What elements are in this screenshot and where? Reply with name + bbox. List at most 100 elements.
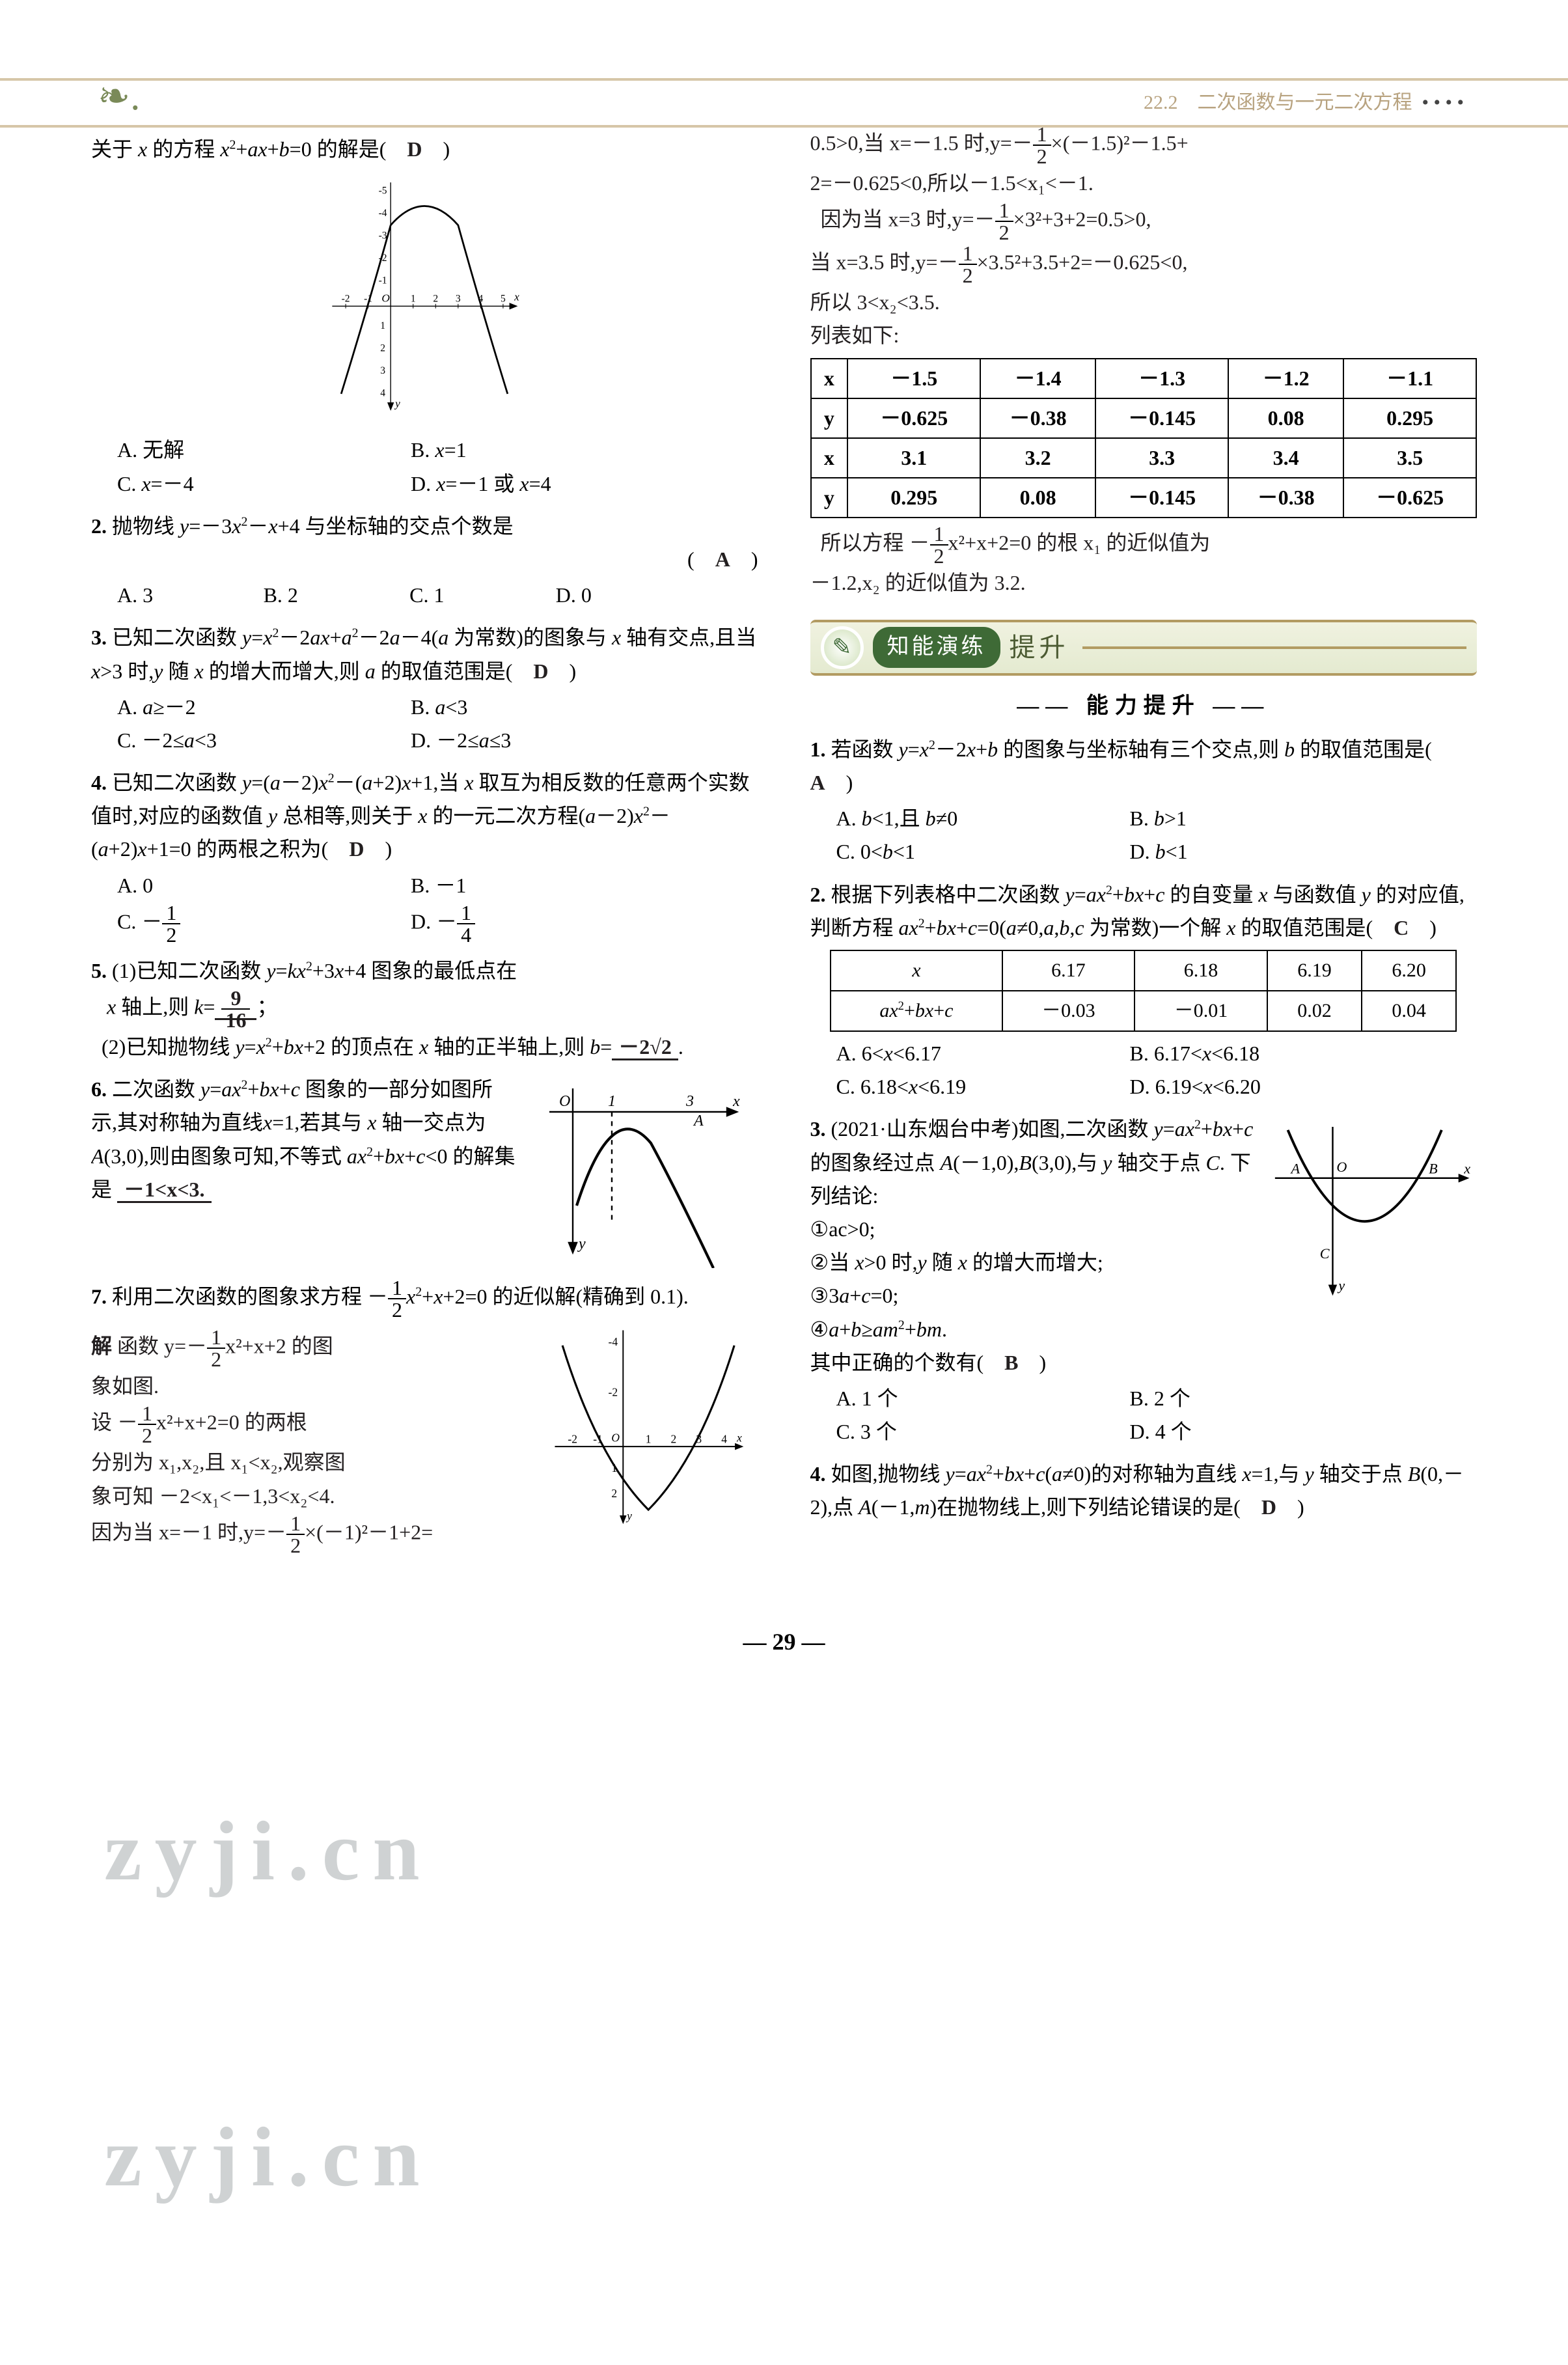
q4-opt-c: C. －12 — [117, 902, 406, 945]
r3-answer: B — [1004, 1351, 1018, 1374]
brush-icon: ✎ — [821, 626, 864, 669]
svg-text:3: 3 — [456, 294, 461, 305]
r3-b: B. 2 个 — [1130, 1382, 1418, 1415]
svg-text:y: y — [577, 1236, 586, 1252]
section-header: ✎ 知能演练 提升 — [810, 620, 1478, 676]
r2-a: A. 6<x<6.17 — [836, 1037, 1125, 1070]
svg-text:x: x — [514, 291, 519, 303]
svg-text:4: 4 — [380, 388, 385, 399]
svg-text:2: 2 — [433, 294, 439, 305]
q7-continuation: 0.5>0,当 x=－1.5 时,y=－12×(－1.5)²－1.5+ 2=－0… — [810, 124, 1478, 353]
question-1: 关于 x 的方程 x2+ax+b=0 的解是( D ) x y O -2 -1 1 2 3… — [91, 133, 758, 501]
q5b-answer: －2√2 — [612, 1035, 678, 1060]
svg-text:B: B — [1429, 1161, 1438, 1177]
right-column: 0.5>0,当 x=－1.5 时,y=－12×(－1.5)²－1.5+ 2=－0… — [810, 124, 1478, 1565]
left-column: 关于 x 的方程 x2+ax+b=0 的解是( D ) x y O -2 -1 1 2 3… — [91, 124, 758, 1565]
q6-answer: －1<x<3. — [117, 1178, 211, 1203]
svg-text:2: 2 — [670, 1432, 676, 1445]
q6-graph: x y O 1 3 A — [524, 1073, 758, 1268]
q3-opt-d: D. －2≤a≤3 — [411, 724, 699, 757]
question-4: 4. 已知二次函数 y=(a－2)x2－(a+2)x+1,当 x 取互为相反数的… — [91, 766, 758, 945]
question-3: 3. 已知二次函数 y=x2－2ax+a2－2a－4(a 为常数)的图象与 x … — [91, 621, 758, 757]
q4-opt-a: A. 0 — [117, 869, 406, 902]
r3-d: D. 4 个 — [1130, 1415, 1418, 1448]
svg-text:-2: -2 — [608, 1386, 618, 1399]
right-q3: AB CO xy 3. (2021·山东烟台中考)如图,二次函数 y=ax2+b… — [810, 1113, 1478, 1448]
page-footer: — 29 — — [0, 1624, 1568, 1661]
right-q4: 4. 如图,抛物线 y=ax2+bx+c(a≠0)的对称轴为直线 x=1,与 y… — [810, 1458, 1478, 1524]
section-badge: 知能演练 — [873, 627, 1000, 667]
q7-graph: -2-1 1234 12 -2-4 O xy — [543, 1320, 758, 1535]
chapter-title: 22.2 二次函数与一元二次方程 — [1144, 92, 1412, 113]
svg-text:1: 1 — [608, 1093, 616, 1110]
svg-text:-4: -4 — [608, 1335, 618, 1348]
q4-opt-d: D. －14 — [411, 902, 699, 945]
q3-opt-a: A. a≥－2 — [117, 691, 406, 724]
right-q2: 2. 根据下列表格中二次函数 y=ax2+bx+c 的自变量 x 与函数值 y … — [810, 878, 1478, 1104]
svg-text:-2: -2 — [342, 294, 350, 305]
q4-answer: D — [349, 837, 364, 861]
question-5: 5. (1)已知二次函数 y=kx2+3x+4 图象的最低点在 x 轴上,则 k… — [91, 954, 758, 1064]
svg-text:x: x — [732, 1093, 740, 1110]
r1-c: C. 0<b<1 — [836, 835, 1125, 868]
svg-text:O: O — [1336, 1159, 1347, 1175]
r4-answer: D — [1261, 1495, 1276, 1519]
svg-text:3: 3 — [380, 365, 385, 376]
chapter-header: 22.2 二次函数与一元二次方程 • • • • — [0, 78, 1568, 128]
svg-text:O: O — [382, 292, 391, 305]
q1-opt-c: C. x=－4 — [117, 467, 406, 501]
r1-a: A. b<1,且 b≠0 — [836, 802, 1125, 835]
r1-b: B. b>1 — [1130, 802, 1418, 835]
q1-answer: D — [407, 137, 422, 161]
svg-text:-1: -1 — [379, 275, 387, 286]
sub-heading: 能力提升 — [810, 689, 1478, 724]
q1-opt-a: A. 无解 — [117, 434, 406, 467]
svg-text:2: 2 — [611, 1487, 617, 1500]
svg-text:y: y — [394, 398, 400, 410]
svg-text:3: 3 — [685, 1093, 694, 1110]
r3-a: A. 1 个 — [836, 1382, 1125, 1415]
svg-text:x: x — [736, 1431, 741, 1445]
svg-text:5: 5 — [501, 294, 506, 305]
q4-opt-b: B. －1 — [411, 869, 699, 902]
r2-answer: C — [1394, 916, 1409, 939]
q7-conclusion: 所以方程 －12x²+x+2=0 的根 x₁ 的近似值为－1.2,x₂ 的近似值… — [810, 523, 1478, 600]
svg-text:4: 4 — [721, 1432, 727, 1445]
q2-opt-c: C. 1 — [409, 579, 551, 612]
svg-text:-4: -4 — [379, 208, 387, 219]
q1-opt-b: B. x=1 — [411, 434, 699, 467]
svg-text:x: x — [1463, 1161, 1470, 1177]
svg-text:y: y — [1337, 1277, 1345, 1293]
svg-text:-5: -5 — [379, 186, 387, 197]
q2-answer: A — [715, 547, 730, 571]
r2-b: B. 6.17<x<6.18 — [1130, 1037, 1418, 1070]
svg-text:O: O — [559, 1093, 570, 1110]
svg-text:A: A — [1289, 1161, 1300, 1177]
r2-c: C. 6.18<x<6.19 — [836, 1070, 1125, 1103]
q2-opt-a: A. 3 — [117, 579, 258, 612]
q7-table: x－1.5－1.4－1.3－1.2－1.1 y－0.625－0.38－0.145… — [810, 358, 1478, 519]
watermark: zyji.cn — [104, 1784, 433, 1919]
section-tail: 提升 — [1010, 627, 1069, 669]
watermark: zyji.cn — [104, 2090, 433, 2225]
r3-graph: A B C O x y — [1269, 1113, 1477, 1308]
r2-table: x6.176.186.196.20 ax2+bx+c－0.03－0.010.02… — [830, 950, 1457, 1032]
q3-opt-b: B. a<3 — [411, 691, 699, 724]
r1-answer: A — [810, 771, 825, 794]
r2-d: D. 6.19<x<6.20 — [1130, 1070, 1418, 1103]
question-6: xy O13 A 6. 二次函数 y=ax2+bx+c 图象的一部分如图所示,其… — [91, 1073, 758, 1268]
q1-opt-d: D. x=－1 或 x=4 — [411, 467, 699, 501]
q1-stem: 关于 x 的方程 x2+ax+b=0 的解是( D ) — [91, 137, 450, 161]
svg-text:C: C — [1320, 1245, 1330, 1262]
svg-text:1: 1 — [411, 294, 416, 305]
svg-text:A: A — [693, 1113, 704, 1129]
svg-text:2: 2 — [380, 343, 385, 354]
svg-text:y: y — [626, 1510, 632, 1523]
leaf-icon: ❧. — [98, 65, 140, 128]
svg-text:1: 1 — [645, 1432, 651, 1445]
q2-opt-d: D. 0 — [556, 579, 697, 612]
q3-opt-c: C. －2≤a<3 — [117, 724, 406, 757]
svg-text:O: O — [611, 1431, 620, 1445]
question-2: 2. 抛物线 y=－3x2－x+4 与坐标轴的交点个数是 ( A ) A. 3 … — [91, 510, 758, 613]
r3-c: C. 3 个 — [836, 1415, 1125, 1448]
